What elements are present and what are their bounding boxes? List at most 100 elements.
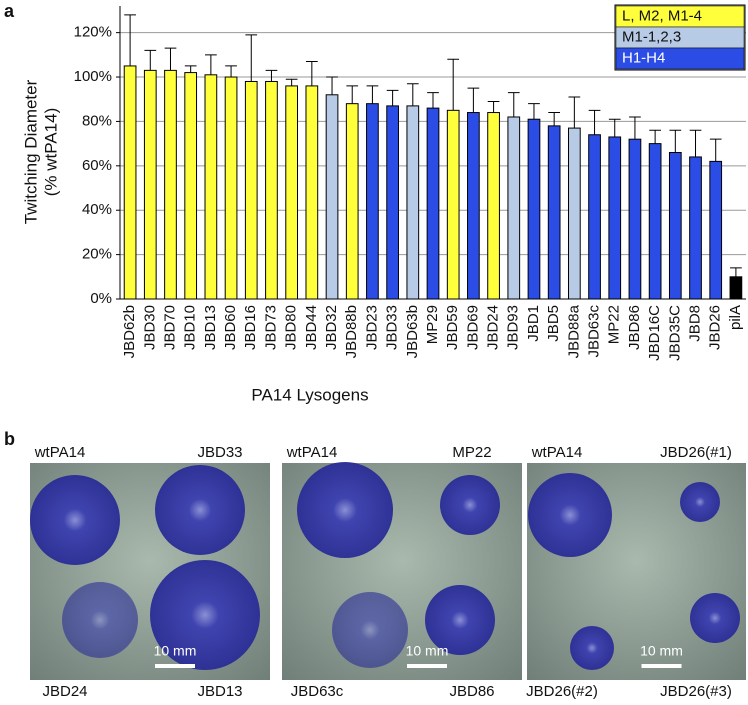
bar (285, 85, 299, 300)
bar (426, 107, 440, 300)
y-axis-label: Twitching Diameter (21, 79, 40, 224)
x-tick-label: JBD10 (182, 305, 199, 350)
error-bar (124, 14, 136, 66)
error-bar (245, 34, 258, 82)
bar (487, 112, 500, 300)
colony (155, 465, 245, 555)
error-bar (225, 65, 237, 78)
bar (345, 103, 359, 300)
error-bar (649, 129, 661, 144)
bar (204, 74, 218, 300)
error-bar (548, 112, 561, 126)
colony (62, 582, 138, 658)
photo-label: JBD26(#1) (660, 444, 732, 461)
x-tick-label: JBD62b (121, 305, 138, 358)
bar (467, 112, 480, 300)
x-tick-label: JBD60 (222, 305, 239, 350)
photo-label: JBD26(#2) (526, 683, 598, 700)
error-bar (144, 49, 157, 71)
y-tick-label: 100% (74, 68, 112, 85)
bar (709, 160, 723, 300)
x-tick-label: pilA (727, 305, 744, 330)
x-tick-label: JBD59 (444, 305, 461, 350)
photo-label: JBD24 (42, 683, 87, 700)
bar (184, 72, 198, 300)
x-tick-label: JBD8 (686, 305, 703, 342)
x-tick-label: JBD80 (283, 305, 300, 350)
x-tick-label: JBD33 (384, 305, 401, 350)
error-bar (447, 58, 460, 111)
x-tick-label: JBD5 (545, 305, 562, 342)
x-tick-label: JBD88a (565, 304, 582, 358)
error-bar (730, 267, 742, 277)
photo-label: wtPA14 (286, 444, 338, 461)
colony (528, 473, 612, 557)
bar (164, 69, 177, 300)
legend-label: L, M2, M1-4 (622, 7, 702, 24)
colony (150, 560, 260, 670)
bar (668, 152, 682, 300)
error-bar (366, 85, 379, 104)
y-tick-label: 40% (82, 201, 112, 218)
bar (265, 80, 278, 300)
x-tick-label: JBD24 (485, 305, 502, 350)
error-bar (346, 85, 359, 104)
error-bar (507, 92, 520, 117)
error-bar (427, 92, 439, 109)
panel-label: a (4, 1, 15, 21)
x-tick-label: JBD93 (505, 305, 522, 350)
y-tick-label: 60% (82, 157, 112, 174)
bar (325, 94, 339, 300)
bar (446, 109, 460, 300)
colony (297, 462, 393, 558)
y-tick-label: 120% (74, 24, 112, 41)
photo-label: JBD86 (449, 683, 494, 700)
bar (143, 69, 157, 300)
x-tick-label: JBD23 (363, 305, 380, 350)
error-bar (608, 118, 621, 137)
x-tick-label: JBD63c (586, 305, 603, 358)
bar (689, 156, 702, 300)
bar (244, 80, 258, 300)
x-tick-label: JBD30 (141, 305, 158, 350)
error-bar (568, 96, 581, 129)
colony (440, 475, 500, 535)
colony (570, 626, 614, 670)
bar (567, 127, 581, 300)
x-tick-label: JBD13 (202, 305, 219, 350)
bar (648, 143, 662, 300)
bar (547, 125, 561, 300)
error-bar (184, 65, 197, 73)
x-tick-label: JBD16C (646, 305, 663, 361)
x-tick-label: JBD44 (303, 305, 320, 350)
bar (366, 103, 379, 300)
y-tick-label: 0% (90, 290, 112, 307)
colony (332, 592, 408, 668)
bar (729, 276, 743, 300)
error-bar (629, 116, 641, 140)
bar (628, 138, 642, 300)
error-bar (285, 78, 298, 86)
legend-label: M1-1,2,3 (622, 28, 681, 45)
x-tick-label: MP29 (424, 305, 441, 344)
error-bar (588, 109, 601, 135)
photo-label: JBD63c (291, 683, 344, 700)
y-tick-label: 80% (82, 112, 112, 129)
error-bar (528, 103, 540, 120)
error-bar (386, 89, 399, 106)
x-tick-label: JBD1 (525, 305, 542, 342)
error-bar (265, 69, 278, 82)
error-bar (487, 100, 500, 113)
photo-label: JBD26(#3) (660, 683, 732, 700)
colony (690, 593, 740, 643)
y-tick-label: 20% (82, 246, 112, 263)
x-tick-label: JBD86 (626, 305, 643, 350)
photo-label: wtPA14 (34, 444, 86, 461)
scale-label: 10 mm (406, 643, 449, 659)
photo-label: wtPA14 (531, 444, 583, 461)
error-bar (326, 76, 338, 95)
scale-label: 10 mm (640, 643, 683, 659)
x-tick-label: JBD16 (242, 305, 259, 350)
